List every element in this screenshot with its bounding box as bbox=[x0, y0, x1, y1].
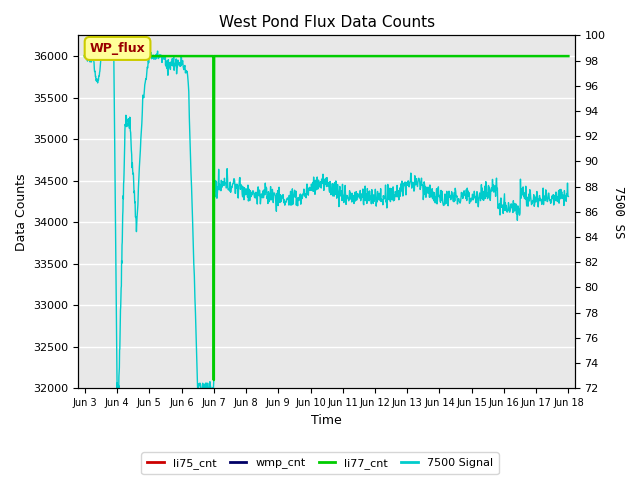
7500 Signal bbox=[412, 177, 419, 183]
7500 Signal bbox=[392, 194, 400, 200]
7500 Signal bbox=[205, 396, 212, 401]
li77_cnt bbox=[246, 53, 253, 59]
7500 Signal bbox=[365, 196, 372, 202]
Line: 7500 Signal: 7500 Signal bbox=[85, 48, 568, 398]
li77_cnt bbox=[465, 53, 472, 59]
li75_cnt bbox=[210, 53, 218, 59]
wmp_cnt bbox=[210, 53, 218, 59]
li77_cnt bbox=[210, 377, 218, 383]
7500 Signal bbox=[81, 54, 89, 60]
Y-axis label: 7500 SS: 7500 SS bbox=[612, 186, 625, 238]
li77_cnt bbox=[564, 53, 572, 59]
Text: WP_flux: WP_flux bbox=[90, 42, 145, 55]
li77_cnt bbox=[468, 53, 476, 59]
li77_cnt bbox=[81, 53, 89, 59]
7500 Signal bbox=[84, 45, 92, 51]
Title: West Pond Flux Data Counts: West Pond Flux Data Counts bbox=[218, 15, 435, 30]
li75_cnt bbox=[81, 53, 89, 59]
7500 Signal bbox=[564, 193, 572, 199]
li77_cnt bbox=[561, 53, 569, 59]
li77_cnt bbox=[210, 53, 218, 59]
Line: li77_cnt: li77_cnt bbox=[85, 56, 568, 380]
X-axis label: Time: Time bbox=[311, 414, 342, 427]
li77_cnt bbox=[357, 53, 365, 59]
7500 Signal bbox=[442, 199, 450, 204]
7500 Signal bbox=[298, 194, 305, 200]
Y-axis label: Data Counts: Data Counts bbox=[15, 173, 28, 251]
7500 Signal bbox=[411, 173, 419, 179]
wmp_cnt bbox=[81, 53, 89, 59]
Legend: li75_cnt, wmp_cnt, li77_cnt, 7500 Signal: li75_cnt, wmp_cnt, li77_cnt, 7500 Signal bbox=[141, 453, 499, 474]
